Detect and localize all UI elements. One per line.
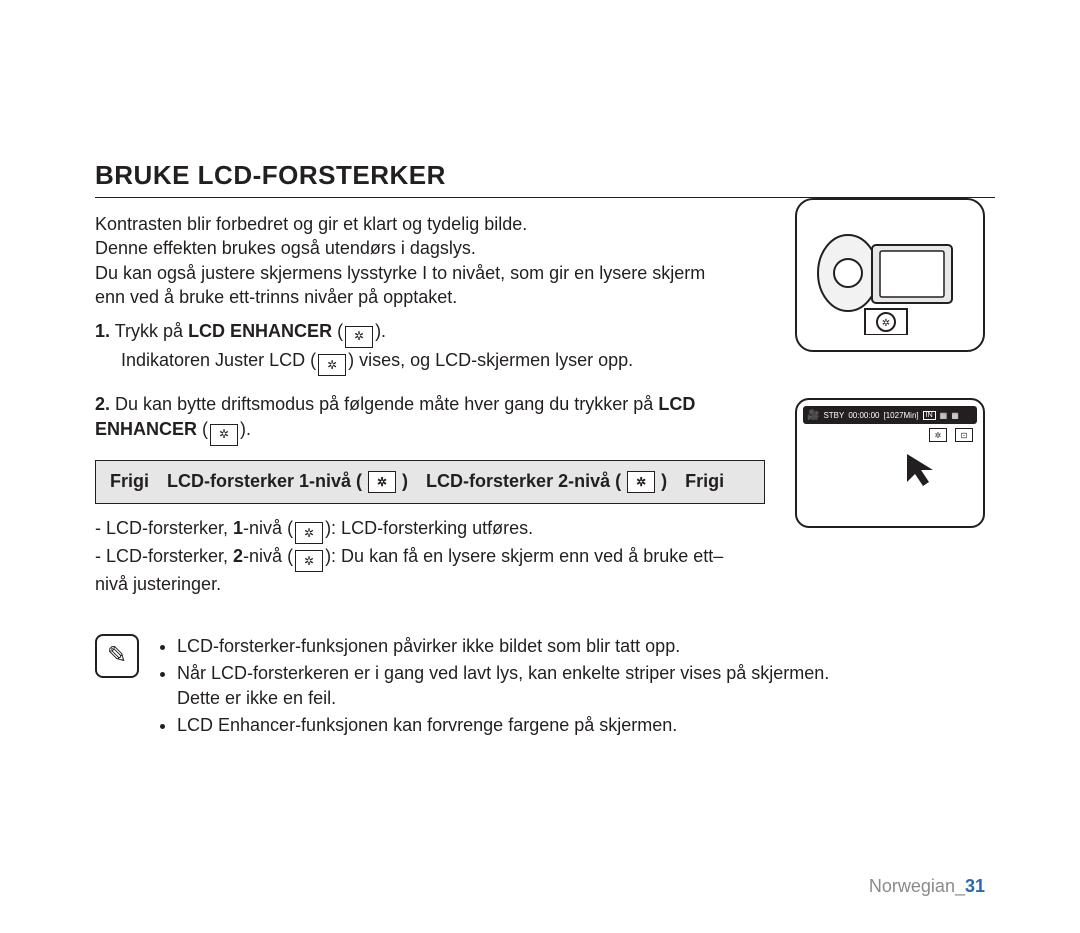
step-1-paren-open: (	[332, 321, 343, 341]
lcd-enhancer-icon: ✲	[295, 550, 323, 572]
mode-level-2: LCD-forsterker 2-nivå ( ✲)	[426, 471, 667, 493]
def-2-a: - LCD-forsterker,	[95, 546, 233, 566]
footer-page-number: 31	[965, 876, 985, 896]
notes-list: LCD-forsterker-funksjonen påvirker ikke …	[157, 634, 855, 741]
camcorder-illustration: ✲	[795, 198, 985, 352]
note-1: LCD-forsterker-funksjonen påvirker ikke …	[177, 634, 855, 659]
lcd-enhancer-icon: ✲	[368, 471, 396, 493]
step-2: 2. Du kan bytte driftsmodus på følgende …	[95, 392, 735, 446]
lcd-mode-icon: ⊡	[955, 428, 973, 442]
step-2-paren-open: (	[197, 419, 208, 439]
status-time: 00:00:00	[848, 411, 879, 420]
page-title: BRUKE LCD-FORSTERKER	[95, 160, 995, 198]
intro-line-2: Denne effekten brukes også utendørs i da…	[95, 236, 735, 260]
step-1-sub: Indikatoren Juster LCD (✲) vises, og LCD…	[121, 348, 735, 376]
lcd-mini-icons: ✲ ⊡	[927, 428, 975, 442]
def-2-bold: 2	[233, 546, 243, 566]
step-1-text-a: Trykk på	[115, 321, 188, 341]
mode-frigi-1: Frigi	[110, 471, 149, 492]
cursor-icon	[903, 450, 943, 490]
step-2-text-a: Du kan bytte driftsmodus på følgende måt…	[115, 394, 658, 414]
def-1-a: - LCD-forsterker,	[95, 518, 233, 538]
step-1-num: 1.	[95, 321, 110, 341]
mode-frigi-2: Frigi	[685, 471, 724, 492]
camcorder-svg: ✲	[810, 215, 970, 335]
lcd-enhancer-icon: ✲	[345, 326, 373, 348]
lcd-status-bar: 🎥 STBY 00:00:00 [1027Min] IN ▦ ▦	[803, 406, 977, 424]
lcd-enhancer-icon: ✲	[318, 354, 346, 376]
step-1-sub-a: Indikatoren Juster LCD (	[121, 350, 316, 370]
note-icon: ✎	[95, 634, 139, 678]
lcd-enhancer-icon: ✲	[295, 522, 323, 544]
page-footer: Norwegian_31	[869, 876, 985, 897]
step-1-sub-b: ) vises, og LCD-skjermen lyser opp.	[348, 350, 633, 370]
mode-1-close: )	[402, 471, 408, 492]
mode-1-text: LCD-forsterker 1-nivå (	[167, 471, 362, 492]
status-in: IN	[923, 411, 936, 420]
def-1: - LCD-forsterker, 1-nivå (✲): LCD-forste…	[95, 516, 735, 544]
step-1-bold: LCD ENHANCER	[188, 321, 332, 341]
status-stby: STBY	[823, 411, 844, 420]
step-2-paren-close: ).	[240, 419, 251, 439]
def-1-bold: 1	[233, 518, 243, 538]
note-glyph: ✎	[107, 639, 127, 673]
svg-text:✲: ✲	[882, 318, 890, 329]
step-2-num: 2.	[95, 394, 110, 414]
step-1-paren-close: ).	[375, 321, 386, 341]
footer-label: Norwegian_	[869, 876, 965, 896]
steps: 1. Trykk på LCD ENHANCER (✲). Indikatore…	[95, 319, 735, 445]
lcd-enhancer-icon: ✲	[210, 424, 238, 446]
notes-block: ✎ LCD-forsterker-funksjonen påvirker ikk…	[95, 634, 855, 741]
status-duration: [1027Min]	[884, 411, 919, 420]
step-1: 1. Trykk på LCD ENHANCER (✲). Indikatore…	[95, 319, 735, 376]
note-2: Når LCD-forsterkeren er i gang ved lavt …	[177, 661, 855, 711]
modes-cycle-box: Frigi LCD-forsterker 1-nivå ( ✲) LCD-fors…	[95, 460, 765, 504]
lcd-enhancer-icon: ✲	[929, 428, 947, 442]
def-2: - LCD-forsterker, 2-nivå (✲): Du kan få …	[95, 544, 735, 598]
lcd-enhancer-icon: ✲	[627, 471, 655, 493]
lcd-screen-illustration: 🎥 STBY 00:00:00 [1027Min] IN ▦ ▦ ✲ ⊡	[795, 398, 985, 528]
intro-text: Kontrasten blir forbedret og gir et klar…	[95, 212, 735, 309]
def-1-b: -nivå (	[243, 518, 293, 538]
mode-2-close: )	[661, 471, 667, 492]
def-2-b: -nivå (	[243, 546, 293, 566]
def-1-c: ): LCD-forsterking utføres.	[325, 518, 533, 538]
mode-definitions: - LCD-forsterker, 1-nivå (✲): LCD-forste…	[95, 516, 735, 598]
mode-2-text: LCD-forsterker 2-nivå (	[426, 471, 621, 492]
intro-line-1: Kontrasten blir forbedret og gir et klar…	[95, 212, 735, 236]
intro-line-3: Du kan også justere skjermens lysstyrke …	[95, 261, 735, 310]
mode-level-1: LCD-forsterker 1-nivå ( ✲)	[167, 471, 408, 493]
note-3: LCD Enhancer-funksjonen kan forvrenge fa…	[177, 713, 855, 738]
manual-page: BRUKE LCD-FORSTERKER Kontrasten blir for…	[0, 0, 1080, 933]
